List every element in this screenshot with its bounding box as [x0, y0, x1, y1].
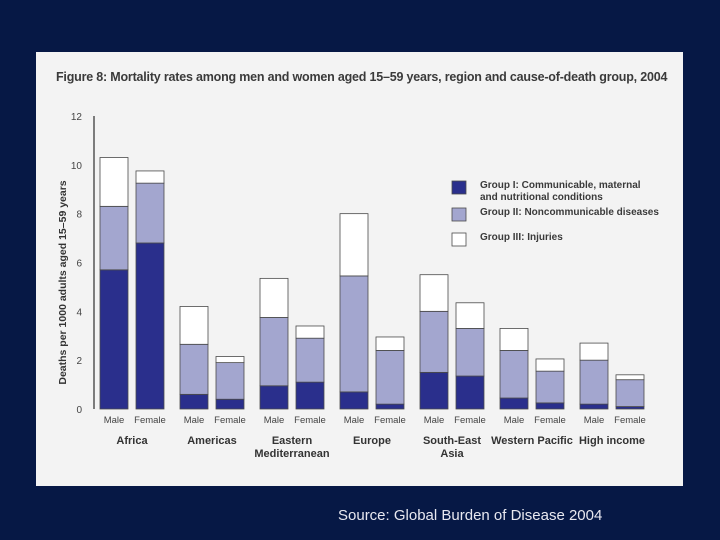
bar-segment [419, 371, 449, 410]
bar-segment [295, 325, 325, 339]
group-label: Eastern [272, 435, 313, 447]
category-label: Female [374, 415, 406, 426]
bar-segment [455, 328, 485, 377]
bar-segment [259, 385, 289, 410]
y-tick-label: 4 [76, 307, 82, 318]
y-axis-label: Deaths per 1000 adults aged 15–59 years [57, 180, 69, 384]
bar-segment [579, 359, 609, 405]
bar-segment [535, 358, 565, 372]
bar-segment [179, 343, 209, 395]
bar-segment [615, 374, 645, 381]
group-label: Americas [187, 435, 237, 447]
category-label: Female [214, 415, 246, 426]
bar-segment [259, 317, 289, 387]
bar-segment [455, 302, 485, 329]
group-label: Mediterranean [254, 448, 329, 460]
bar-segment [615, 379, 645, 407]
chart-title: Figure 8: Mortality rates among men and … [56, 70, 668, 84]
bar-segment [579, 403, 609, 410]
bar-segment [135, 182, 165, 244]
category-label: Male [184, 415, 205, 426]
bar-segment [455, 375, 485, 410]
bar-segment [499, 397, 529, 410]
category-label: Male [504, 415, 525, 426]
bar-segment [179, 306, 209, 345]
legend-label: Group I: Communicable, maternal [480, 180, 641, 191]
category-label: Male [104, 415, 125, 426]
bar-segment [375, 336, 405, 351]
bar-segment [179, 393, 209, 410]
bar-segment [135, 242, 165, 410]
y-tick-label: 2 [76, 356, 82, 367]
chart-panel: Figure 8: Mortality rates among men and … [36, 52, 683, 486]
bar-segment [215, 398, 245, 410]
legend-label: Group II: Noncommunicable diseases [480, 207, 659, 218]
bar-segment [99, 205, 129, 271]
group-label: Africa [116, 435, 148, 447]
category-label: Female [134, 415, 166, 426]
group-label: South-East [423, 435, 481, 447]
category-label: Male [424, 415, 445, 426]
mortality-chart: 0 2 4 6 8 10 12 Deaths per 1000 adults aged 15–… [57, 112, 659, 460]
source-caption: Source: Global Burden of Disease 2004 [338, 507, 603, 524]
bar-segment [295, 381, 325, 410]
group-label: Asia [440, 448, 464, 460]
category-label: Female [294, 415, 326, 426]
bar-segment [295, 337, 325, 383]
bar-segment [419, 310, 449, 373]
bar-segment [215, 362, 245, 400]
bar-segment [579, 342, 609, 361]
bar-segment [259, 277, 289, 318]
y-tick-label: 12 [71, 112, 83, 123]
bar-segment [375, 349, 405, 405]
group-label: Europe [353, 435, 391, 447]
category-label: Male [264, 415, 285, 426]
category-label: Female [614, 415, 646, 426]
bar-segment [99, 157, 129, 207]
y-tick-label: 0 [76, 405, 82, 416]
bar-segment [499, 328, 529, 351]
legend-label: and nutritional conditions [480, 192, 603, 203]
bar-segment [535, 370, 565, 404]
bar-segment [339, 213, 369, 277]
bar-segment [339, 275, 369, 393]
bar-segment [339, 391, 369, 410]
bar-segment [419, 274, 449, 312]
category-label: Male [344, 415, 365, 426]
legend-swatch [451, 232, 467, 247]
legend-swatch [451, 207, 467, 222]
group-label: High income [579, 435, 645, 447]
legend-swatch [451, 180, 467, 195]
category-label: Female [534, 415, 566, 426]
legend-label: Group III: Injuries [480, 232, 563, 243]
category-label: Male [584, 415, 605, 426]
bar-segment [215, 356, 245, 364]
bar-segment [99, 269, 129, 410]
y-tick-label: 8 [76, 210, 82, 221]
y-tick-label: 10 [71, 161, 83, 172]
category-label: Female [454, 415, 486, 426]
y-tick-label: 6 [76, 259, 82, 270]
bar-segment [535, 402, 565, 410]
bar-segment [135, 170, 165, 184]
bar-segment [375, 403, 405, 410]
group-label: Western Pacific [491, 435, 573, 447]
bar-segment [499, 349, 529, 399]
